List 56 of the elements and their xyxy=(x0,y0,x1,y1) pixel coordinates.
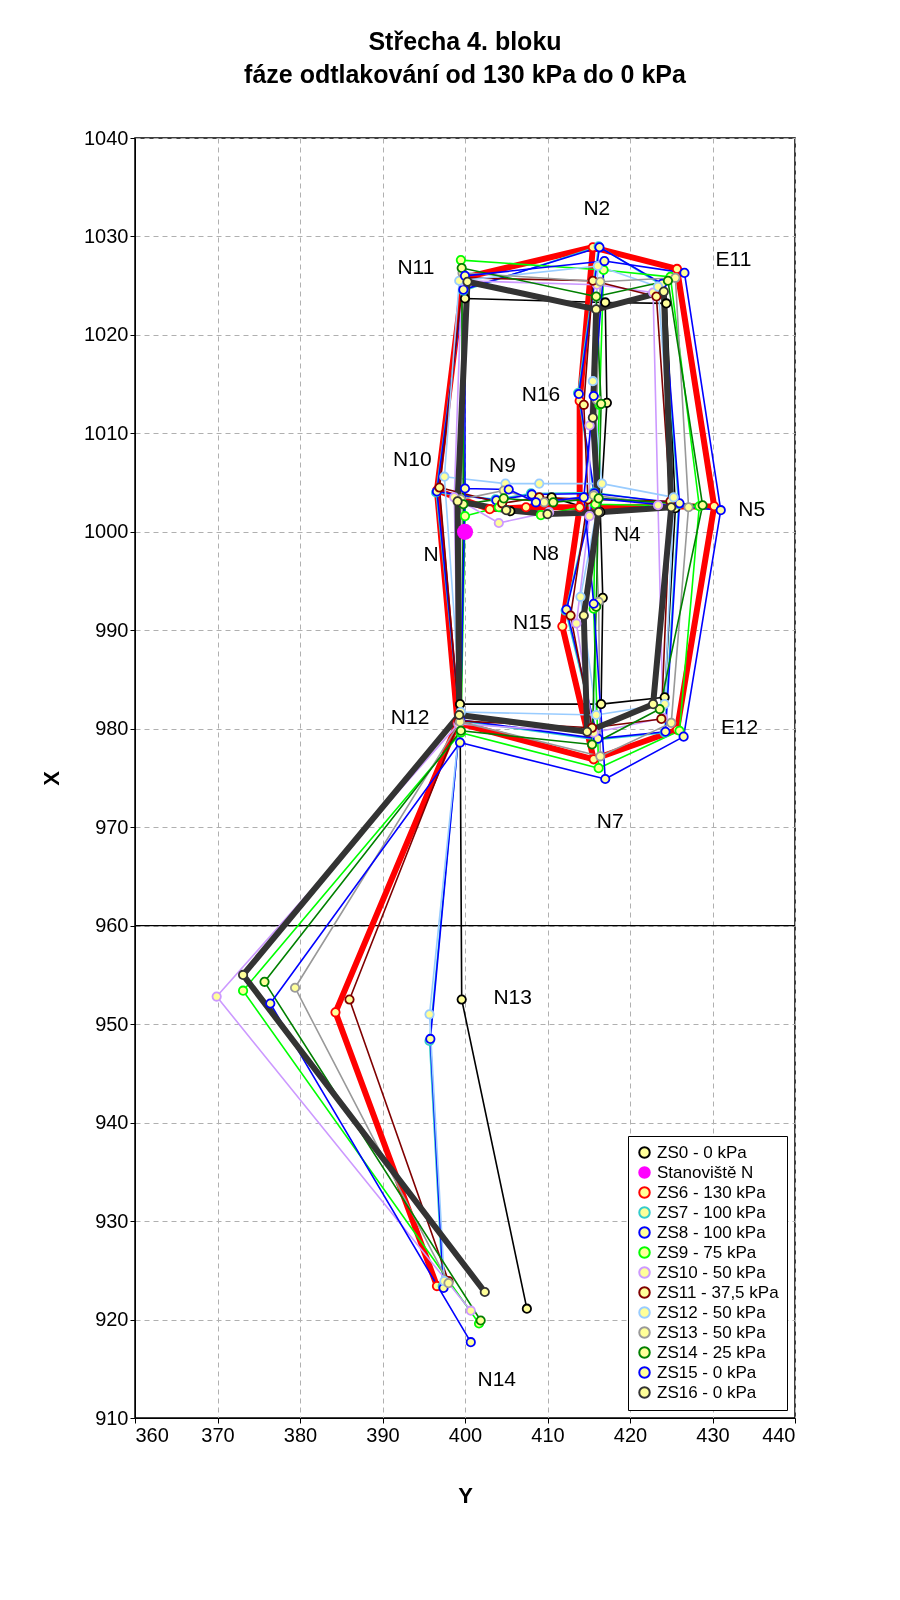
legend-label: ZS10 - 50 kPa xyxy=(657,1262,767,1282)
x-tick-label: 420 xyxy=(613,1423,648,1446)
legend-label: ZS9 - 75 kPa xyxy=(657,1242,757,1262)
x-tick-label: 430 xyxy=(696,1423,730,1446)
x-axis-title: Y xyxy=(458,1482,474,1508)
annotation: N7 xyxy=(596,808,624,832)
annotation: N10 xyxy=(393,446,432,470)
x-tick-label: 400 xyxy=(448,1423,483,1446)
x-tick-label: 380 xyxy=(283,1423,318,1446)
x-tick-label: 360 xyxy=(135,1423,169,1446)
y-tick-label: 920 xyxy=(95,1308,129,1331)
annotation: N14 xyxy=(477,1367,517,1391)
y-tick-label: 1030 xyxy=(84,224,129,247)
x-tick-label: 370 xyxy=(201,1423,235,1446)
legend-label: ZS11 - 37,5 kPa xyxy=(657,1282,780,1302)
y-tick-label: 980 xyxy=(95,717,129,740)
legend-label: ZS6 - 130 kPa xyxy=(657,1182,767,1202)
chart-title: Střecha 4. bloku xyxy=(368,27,562,55)
y-tick-label: 1010 xyxy=(84,421,129,444)
y-tick-label: 970 xyxy=(95,815,129,838)
annotation: N2 xyxy=(583,196,611,220)
annotation: N16 xyxy=(521,382,561,406)
y-tick-label: 950 xyxy=(95,1012,129,1035)
y-tick-label: 1000 xyxy=(84,520,129,543)
x-tick-label: 440 xyxy=(762,1423,796,1446)
annotation: N12 xyxy=(390,705,430,729)
annotation: N4 xyxy=(613,522,642,546)
legend-label: ZS12 - 50 kPa xyxy=(657,1302,767,1322)
legend-label: ZS14 - 25 kPa xyxy=(657,1342,767,1362)
annotation: N9 xyxy=(489,452,516,476)
y-tick-label: 910 xyxy=(95,1406,129,1429)
annotation: N xyxy=(423,541,439,565)
chart-subtitle: fáze odtlakování od 130 kPa do 0 kPa xyxy=(244,60,688,88)
legend-label: ZS16 - 0 kPa xyxy=(657,1382,757,1402)
y-axis-title: X xyxy=(39,770,65,786)
annotation: N5 xyxy=(738,497,766,521)
x-tick-label: 410 xyxy=(531,1423,565,1446)
legend-label: ZS13 - 50 kPa xyxy=(657,1322,767,1342)
x-tick-label: 390 xyxy=(366,1423,400,1446)
annotation: N8 xyxy=(532,541,560,565)
y-tick-label: 1040 xyxy=(84,126,129,149)
y-tick-label: 930 xyxy=(95,1209,129,1232)
annotation: E12 xyxy=(720,714,759,738)
y-tick-label: 990 xyxy=(95,618,129,641)
y-tick-label: 960 xyxy=(95,914,129,937)
y-tick-label: 1020 xyxy=(84,323,129,346)
annotation: N15 xyxy=(513,610,552,634)
legend-label: Stanoviště N xyxy=(657,1162,754,1182)
annotation: E11 xyxy=(715,246,752,270)
y-tick-label: 940 xyxy=(95,1111,129,1134)
legend-label: ZS8 - 100 kPa xyxy=(657,1222,767,1242)
annotation: N13 xyxy=(493,984,532,1008)
legend-label: ZS0 - 0 kPa xyxy=(657,1142,748,1162)
annotation: N11 xyxy=(397,255,435,279)
legend-label: ZS15 - 0 kPa xyxy=(657,1362,757,1382)
legend-label: ZS7 - 100 kPa xyxy=(657,1202,767,1222)
